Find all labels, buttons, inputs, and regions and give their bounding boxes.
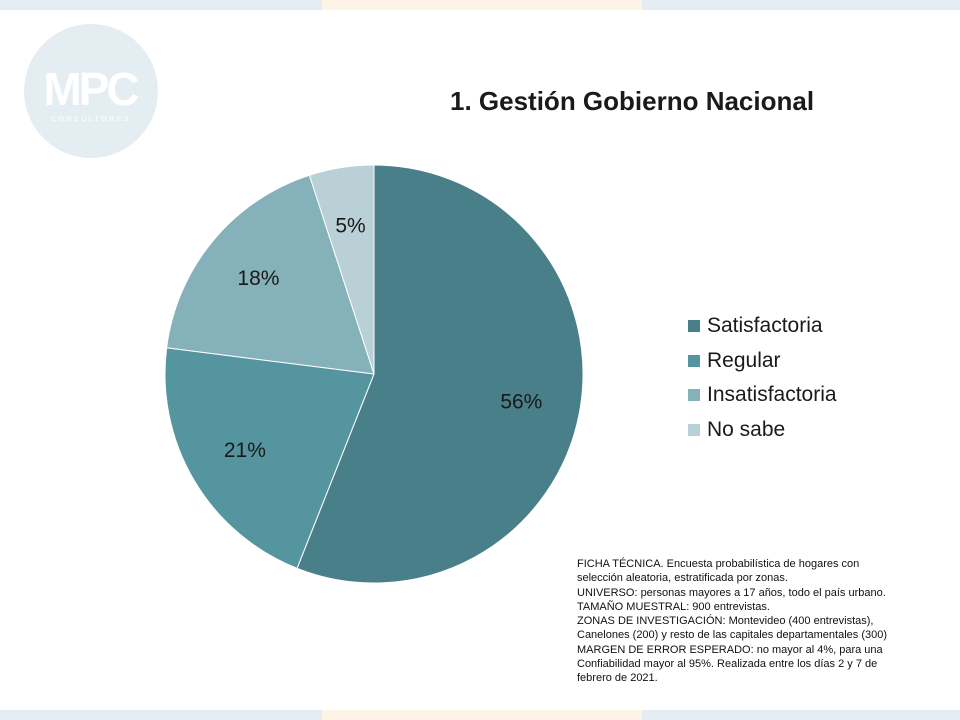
logo-text: MPC — [43, 63, 138, 115]
top-band — [0, 0, 960, 10]
ficha-line: selección aleatoria, estratificada por z… — [577, 572, 788, 585]
legend-swatch — [688, 354, 700, 367]
bottom-band-accent — [322, 710, 642, 720]
pie-slice-satisfactoria — [296, 164, 584, 584]
legend-swatch — [688, 423, 700, 436]
ficha-line: MARGEN DE ERROR ESPERADO: no mayor al 4%… — [577, 643, 883, 656]
ficha-line: TAMAÑO MUESTRAL: 900 entrevistas. — [577, 600, 770, 613]
top-band-accent — [322, 0, 642, 10]
pie-slice-regular — [164, 347, 375, 569]
pie-data-label: 18% — [237, 267, 279, 290]
legend-label: Insatisfactoria — [707, 383, 837, 407]
pie-slice-insatisfactoria — [166, 174, 375, 375]
legend-item: Insatisfactoria — [688, 378, 837, 413]
ficha-line: ZONAS DE INVESTIGACIÓN: Montevideo (400 … — [577, 615, 874, 628]
legend-item: No sabe — [688, 413, 837, 448]
mpc-logo-mark: MPC CONSULTORES — [43, 63, 141, 123]
legend-label: Satisfactoria — [707, 314, 823, 338]
pie-data-label: 5% — [335, 214, 365, 237]
mpc-logo: MPC CONSULTORES — [24, 24, 158, 158]
bottom-band — [0, 710, 960, 720]
ficha-line: Confiabilidad mayor al 95%. Realizada en… — [577, 658, 878, 671]
legend-item: Regular — [688, 344, 837, 379]
legend-label: Regular — [707, 348, 781, 372]
ficha-line: febrero de 2021. — [577, 672, 658, 685]
pie-data-label: 21% — [224, 439, 266, 462]
legend-item: Satisfactoria — [688, 309, 837, 344]
logo-subtext: CONSULTORES — [51, 116, 131, 123]
legend-label: No sabe — [707, 417, 786, 441]
ficha-line: FICHA TÉCNICA. Encuesta probabilística d… — [577, 558, 860, 570]
pie-data-label: 56% — [500, 391, 542, 414]
legend-swatch — [688, 389, 700, 402]
ficha-line: Canelones (200) y resto de las capitales… — [577, 629, 888, 642]
ficha-tecnica: FICHA TÉCNICA. Encuesta probabilística d… — [577, 557, 937, 686]
legend-swatch — [688, 320, 700, 333]
ficha-line: UNIVERSO: personas mayores a 17 años, to… — [577, 586, 886, 599]
chart-title: 1. Gestión Gobierno Nacional — [450, 86, 815, 116]
pie-slice-no-sabe — [308, 164, 375, 375]
chart-legend: Satisfactoria Regular Insatisfactoria No sa… — [688, 309, 837, 447]
